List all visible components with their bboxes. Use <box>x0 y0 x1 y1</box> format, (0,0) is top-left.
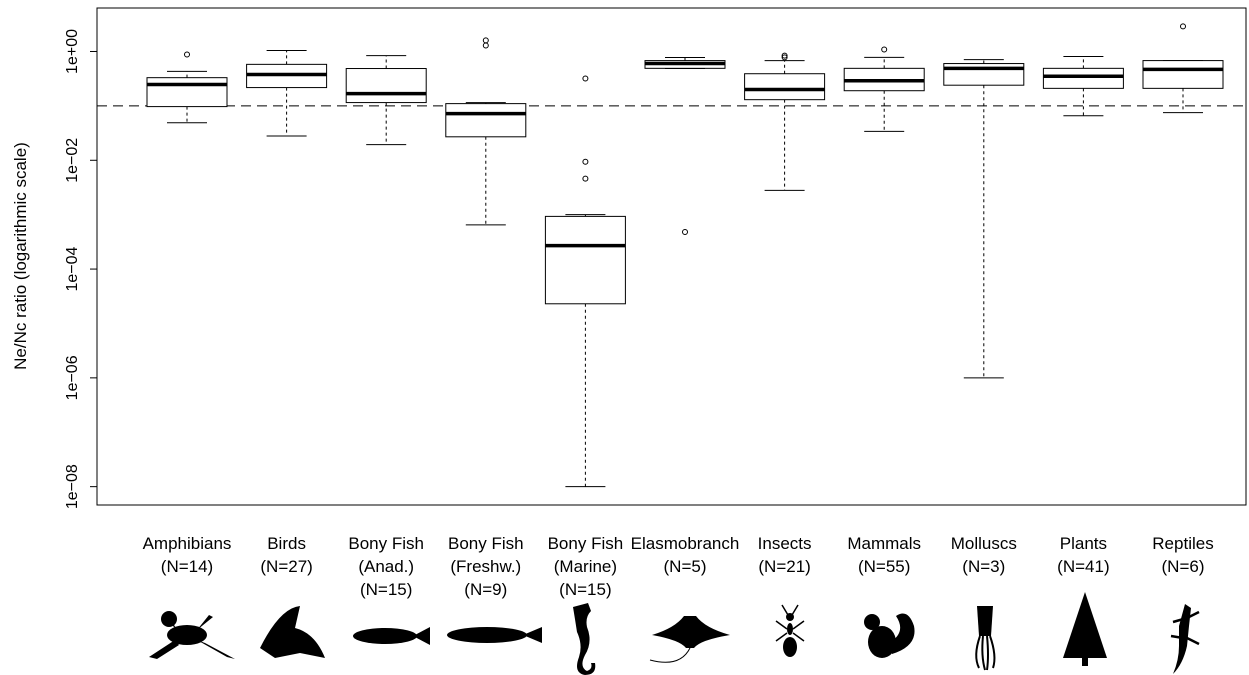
outlier <box>583 159 588 164</box>
x-tick-label: (N=14) <box>161 557 213 576</box>
tree-icon <box>1063 592 1107 666</box>
x-tick-label: (N=27) <box>260 557 312 576</box>
chart: Ne/Nc ratio (logarithmic scale) 1e+00 1e−… <box>0 0 1249 675</box>
x-tick-label: Plants <box>1060 534 1107 553</box>
page: Ne/Nc ratio (logarithmic scale) 1e+00 1e−… <box>0 0 1249 675</box>
box <box>1043 68 1123 88</box>
x-tick-label: Insects <box>758 534 812 553</box>
x-tick-label: Bony Fish <box>348 534 424 553</box>
outlier <box>483 43 488 48</box>
box <box>545 216 625 303</box>
fish-icon <box>353 627 430 645</box>
box <box>346 69 426 103</box>
x-tick-label: (Freshw.) <box>450 557 521 576</box>
y-tick-label: 1e−08 <box>64 464 81 509</box>
x-tick-label: Birds <box>267 534 306 553</box>
frog-icon <box>149 611 235 659</box>
outlier <box>882 47 887 52</box>
x-tick-label: Bony Fish <box>448 534 524 553</box>
x-tick-label: (Anad.) <box>358 557 414 576</box>
x-tick-label: (N=3) <box>962 557 1005 576</box>
y-tick-label: 1e−06 <box>64 355 81 400</box>
x-tick-label: (N=41) <box>1057 557 1109 576</box>
ray-icon <box>650 616 730 662</box>
x-tick-label: (N=15) <box>559 580 611 599</box>
x-tick-label: (N=9) <box>464 580 507 599</box>
outlier <box>683 230 688 235</box>
x-tick-label: Amphibians <box>143 534 232 553</box>
box <box>1143 61 1223 89</box>
x-tick-label: Molluscs <box>951 534 1017 553</box>
silhouettes <box>149 592 1199 675</box>
y-tick-label: 1e+00 <box>64 29 81 74</box>
x-tick-label: (N=5) <box>664 557 707 576</box>
box <box>147 78 227 107</box>
outlier <box>583 176 588 181</box>
outlier <box>185 52 190 57</box>
y-axis-label: Ne/Nc ratio (logarithmic scale) <box>11 142 30 370</box>
x-tick-label: Reptiles <box>1152 534 1213 553</box>
box <box>745 74 825 100</box>
x-tick-label: Mammals <box>847 534 921 553</box>
x-tick-label: (N=6) <box>1162 557 1205 576</box>
x-tick-label: (N=21) <box>758 557 810 576</box>
squid-icon <box>976 606 994 670</box>
ant-icon <box>776 605 804 657</box>
lizard-icon <box>1171 604 1199 674</box>
y-tick-label: 1e−02 <box>64 138 81 183</box>
x-tick-label: (N=15) <box>360 580 412 599</box>
bird-icon <box>260 606 325 658</box>
x-tick-label: Bony Fish <box>548 534 624 553</box>
box <box>446 104 526 137</box>
outlier <box>1181 24 1186 29</box>
x-tick-label: Elasmobranch <box>631 534 740 553</box>
y-tick-label: 1e−04 <box>64 246 81 291</box>
x-tick-label: (N=55) <box>858 557 910 576</box>
seahorse-icon <box>573 603 595 675</box>
outlier <box>483 38 488 43</box>
squirrel-icon <box>864 614 915 658</box>
catfish-icon <box>439 627 542 643</box>
x-tick-label: (Marine) <box>554 557 617 576</box>
outlier <box>583 76 588 81</box>
